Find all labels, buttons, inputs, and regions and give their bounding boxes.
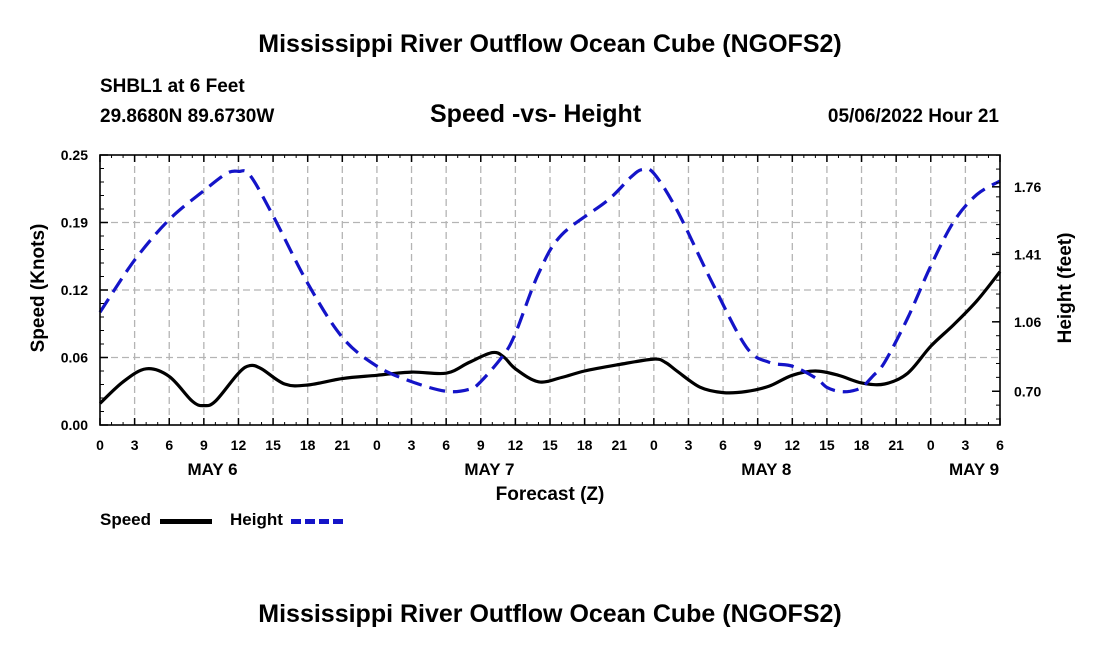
x-tick-label: 18 [300,437,316,453]
coordinates-label: 29.8680N 89.6730W [100,106,275,127]
x-tick-label: 0 [927,437,935,453]
legend-speed-label: Speed [100,510,152,529]
x-tick-label: 15 [265,437,281,453]
y-left-axis-title: Speed (Knots) [28,224,49,353]
x-tick-label: 6 [996,437,1004,453]
plot-frame [99,154,1001,426]
y-left-tick-label: 0.19 [61,215,88,231]
x-tick-label: 3 [685,437,693,453]
page-title: Mississippi River Outflow Ocean Cube (NG… [258,30,842,58]
x-tick-label: 21 [888,437,904,453]
x-tick-label: 12 [785,437,801,453]
date-label: MAY 7 [464,460,514,479]
date-label: MAY 8 [741,460,791,479]
date-label: MAY 9 [949,460,999,479]
date-label: MAY 6 [187,460,237,479]
y-right-tick-label: 1.06 [1014,314,1041,330]
y-right-tick-label: 1.76 [1014,179,1041,195]
x-tick-label: 3 [961,437,969,453]
series-line-speed [98,270,1002,408]
x-tick-label: 9 [477,437,485,453]
legend-height-swatch [291,519,343,524]
x-tick-label: 12 [231,437,247,453]
page-title-bottom: Mississippi River Outflow Ocean Cube (NG… [258,600,842,628]
x-tick-label: 9 [754,437,762,453]
x-tick-label: 3 [408,437,416,453]
axis-labels-layer: 0 3 6 9 12 15 18 21 0 3 6 9 12 15 18 21 0 3 6 9 12 15 18 21 0 3 6 0… [28,147,1076,505]
y-left-tick-label: 0.25 [61,147,88,163]
x-tick-label: 3 [131,437,139,453]
x-tick-label: 6 [442,437,450,453]
x-tick-label: 15 [819,437,835,453]
x-tick-label: 9 [200,437,208,453]
x-tick-label: 0 [650,437,658,453]
x-tick-label: 6 [719,437,727,453]
series-line-height [98,167,1001,394]
legend-speed-swatch [160,519,212,524]
series-layer [98,167,1002,408]
x-tick-label: 0 [373,437,381,453]
forecast-datetime: 05/06/2022 Hour 21 [827,106,999,127]
y-right-tick-label: 1.41 [1014,246,1041,262]
x-tick-label: 0 [96,437,104,453]
legend-height-label: Height [230,510,283,529]
y-left-tick-label: 0.00 [61,417,88,433]
x-tick-label: 21 [611,437,627,453]
chart-subtitle: Speed -vs- Height [430,100,642,128]
x-tick-label: 18 [577,437,593,453]
axes [99,154,1001,426]
y-left-tick-label: 0.12 [61,282,88,298]
x-tick-label: 15 [542,437,558,453]
x-tick-label: 12 [508,437,524,453]
x-tick-label: 18 [854,437,870,453]
station-label: SHBL1 at 6 Feet [100,76,245,97]
x-tick-label: 21 [335,437,351,453]
y-right-axis-title: Height (feet) [1055,233,1076,344]
x-tick-label: 6 [165,437,173,453]
x-axis-title: Forecast (Z) [496,484,605,505]
y-right-tick-label: 0.70 [1014,383,1041,399]
y-left-tick-label: 0.06 [61,350,88,366]
